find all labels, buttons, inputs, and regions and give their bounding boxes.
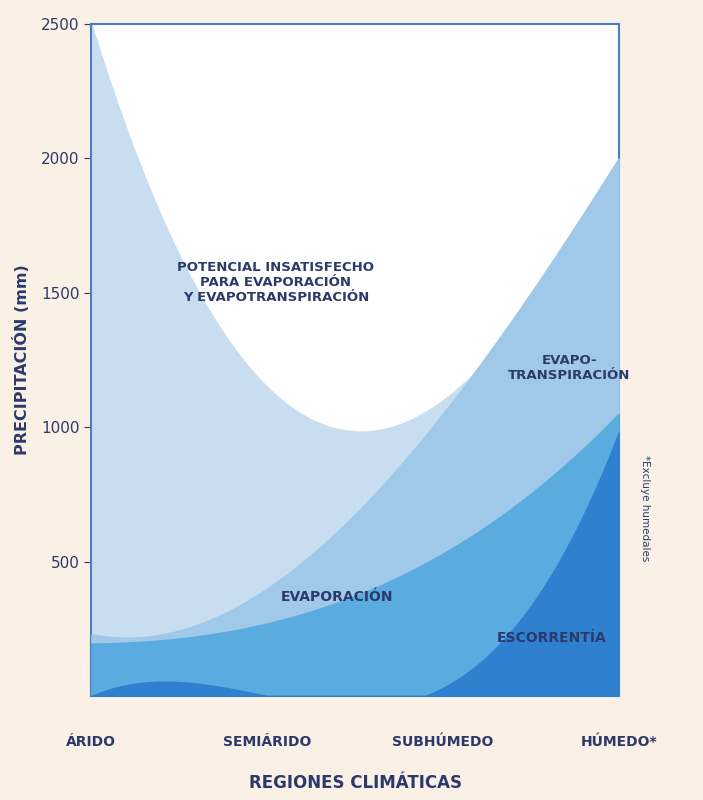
Text: SUBHÚMEDO: SUBHÚMEDO <box>392 735 494 749</box>
Text: EVAPORACIÓN: EVAPORACIÓN <box>281 590 394 603</box>
Text: REGIONES CLIMÁTICAS: REGIONES CLIMÁTICAS <box>249 774 461 792</box>
Text: POTENCIAL INSATISFECHO
PARA EVAPORACIÓN
Y EVAPOTRANSPIRACIÓN: POTENCIAL INSATISFECHO PARA EVAPORACIÓN … <box>177 261 375 303</box>
Text: ÁRIDO: ÁRIDO <box>66 735 117 749</box>
Text: *Excluye humedales: *Excluye humedales <box>640 454 650 561</box>
Text: HÚMEDO*: HÚMEDO* <box>581 735 657 749</box>
Y-axis label: PRECIPITACIÓN (mm): PRECIPITACIÓN (mm) <box>13 265 30 455</box>
Text: EVAPO-
TRANSPIRACIÓN: EVAPO- TRANSPIRACIÓN <box>508 354 631 382</box>
Text: SEMIÁRIDO: SEMIÁRIDO <box>223 735 311 749</box>
Text: ESCORRENTÍA: ESCORRENTÍA <box>497 631 607 646</box>
